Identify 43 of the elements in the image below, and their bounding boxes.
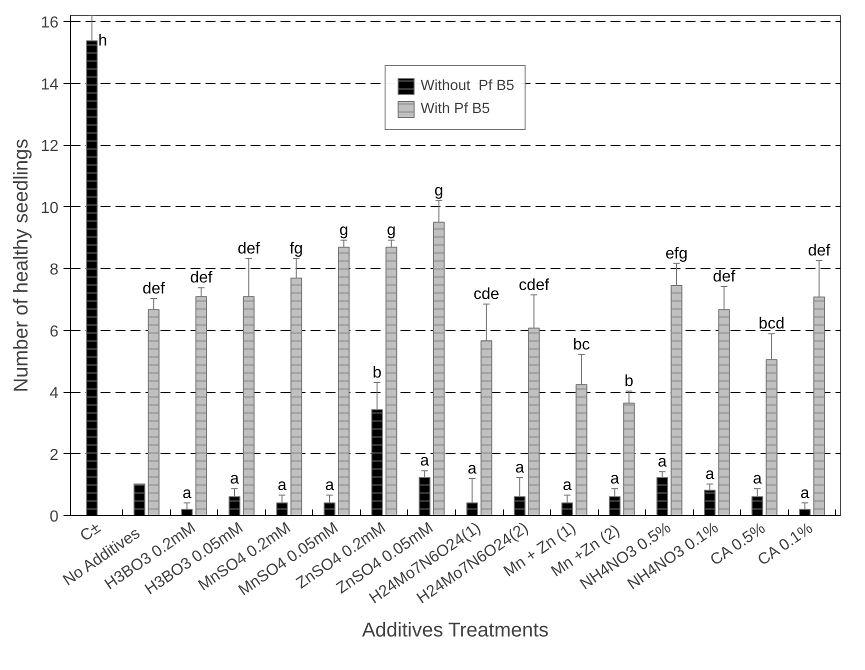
annotation: g [339,222,348,240]
annotation: a [230,470,240,488]
y-tick-label: 6 [50,323,59,340]
y-axis-title: Number of healthy seedlings [10,138,33,392]
y-tick-label: 4 [50,385,59,402]
annotation: a [515,460,524,477]
annotation: def [808,242,831,260]
annotation: a [610,470,620,488]
annotation: a [705,466,714,484]
y-tick-label: 8 [50,262,59,279]
annotation: a [658,454,667,471]
y-tick-label: 2 [50,446,59,464]
y-tick-label: 12 [40,138,59,156]
annotation: def [712,268,736,286]
annotation: a [278,477,287,494]
annotation: a [182,484,192,502]
annotation: a [752,470,762,488]
annotation: g [434,182,444,200]
annotation: cde [473,286,500,304]
annotation: a [325,477,334,494]
annotation: a [562,477,572,494]
annotation: bcd [758,316,784,333]
annotation: bc [573,336,590,354]
annotation: def [190,270,213,287]
annotation: def [142,280,166,298]
annotation: def [238,240,260,258]
annotation: b [372,364,382,382]
legend-label: With Pf B5 [420,101,490,117]
annotation: b [624,373,634,390]
y-tick-label: 16 [40,14,59,32]
annotation: fg [290,240,303,258]
annotation: a [468,460,477,478]
y-tick-label: 0 [50,508,59,526]
y-tick-label: 10 [40,200,59,217]
x-axis-title: Additives Treatments [362,619,549,642]
legend-label: Without Pf B5 [420,78,514,94]
annotation: a [800,484,810,502]
annotation: cdef [518,276,550,294]
annotation: a [420,452,430,470]
annotation: h [98,32,108,50]
y-tick-label: 14 [40,76,59,94]
annotation: g [386,222,396,240]
annotation: efg [665,245,688,262]
